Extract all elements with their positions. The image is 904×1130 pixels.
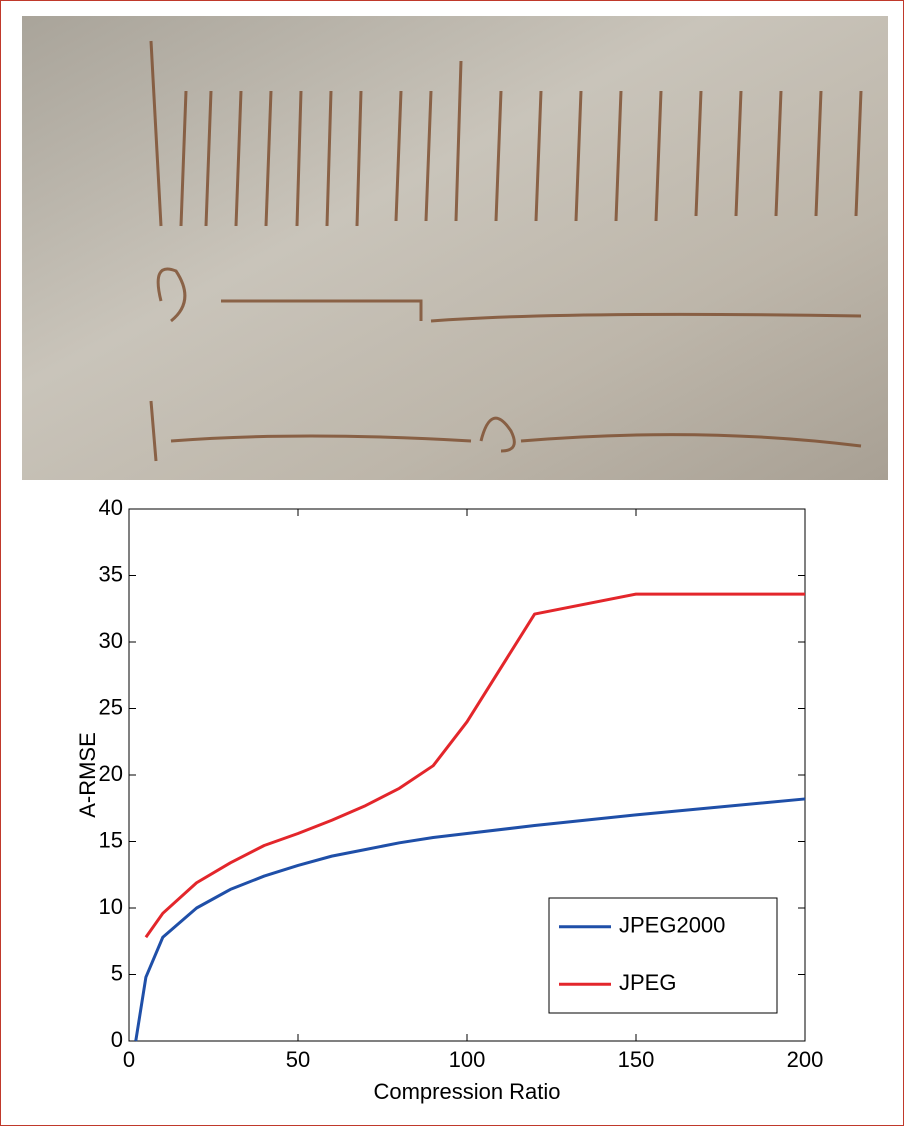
y-axis-label: A-RMSE <box>75 732 100 818</box>
manuscript-photo <box>22 16 888 480</box>
x-tick-label: 100 <box>449 1047 486 1072</box>
legend-label: JPEG2000 <box>619 913 725 938</box>
y-tick-label: 15 <box>99 827 123 852</box>
x-tick-label: 50 <box>286 1047 310 1072</box>
x-tick-label: 150 <box>618 1047 655 1072</box>
x-tick-label: 0 <box>123 1047 135 1072</box>
figure: Compression Ratio A-RMSE 0 50 100 150 200 0 5 1… <box>1 1 903 1125</box>
data-line <box>146 594 805 937</box>
y-tick-label: 5 <box>111 960 123 985</box>
x-axis-label: Compression Ratio <box>373 1079 560 1104</box>
y-tick-label: 35 <box>99 561 123 586</box>
y-tick-label: 25 <box>99 694 123 719</box>
y-tick-label: 20 <box>99 761 123 786</box>
y-tick-label: 0 <box>111 1027 123 1052</box>
y-tick-label: 40 <box>99 495 123 520</box>
page: Compression Ratio A-RMSE 0 50 100 150 200 0 5 1… <box>0 0 904 1126</box>
y-tick-label: 30 <box>99 628 123 653</box>
y-tick-label: 10 <box>99 894 123 919</box>
x-tick-label: 200 <box>787 1047 824 1072</box>
legend-label: JPEG <box>619 970 676 995</box>
